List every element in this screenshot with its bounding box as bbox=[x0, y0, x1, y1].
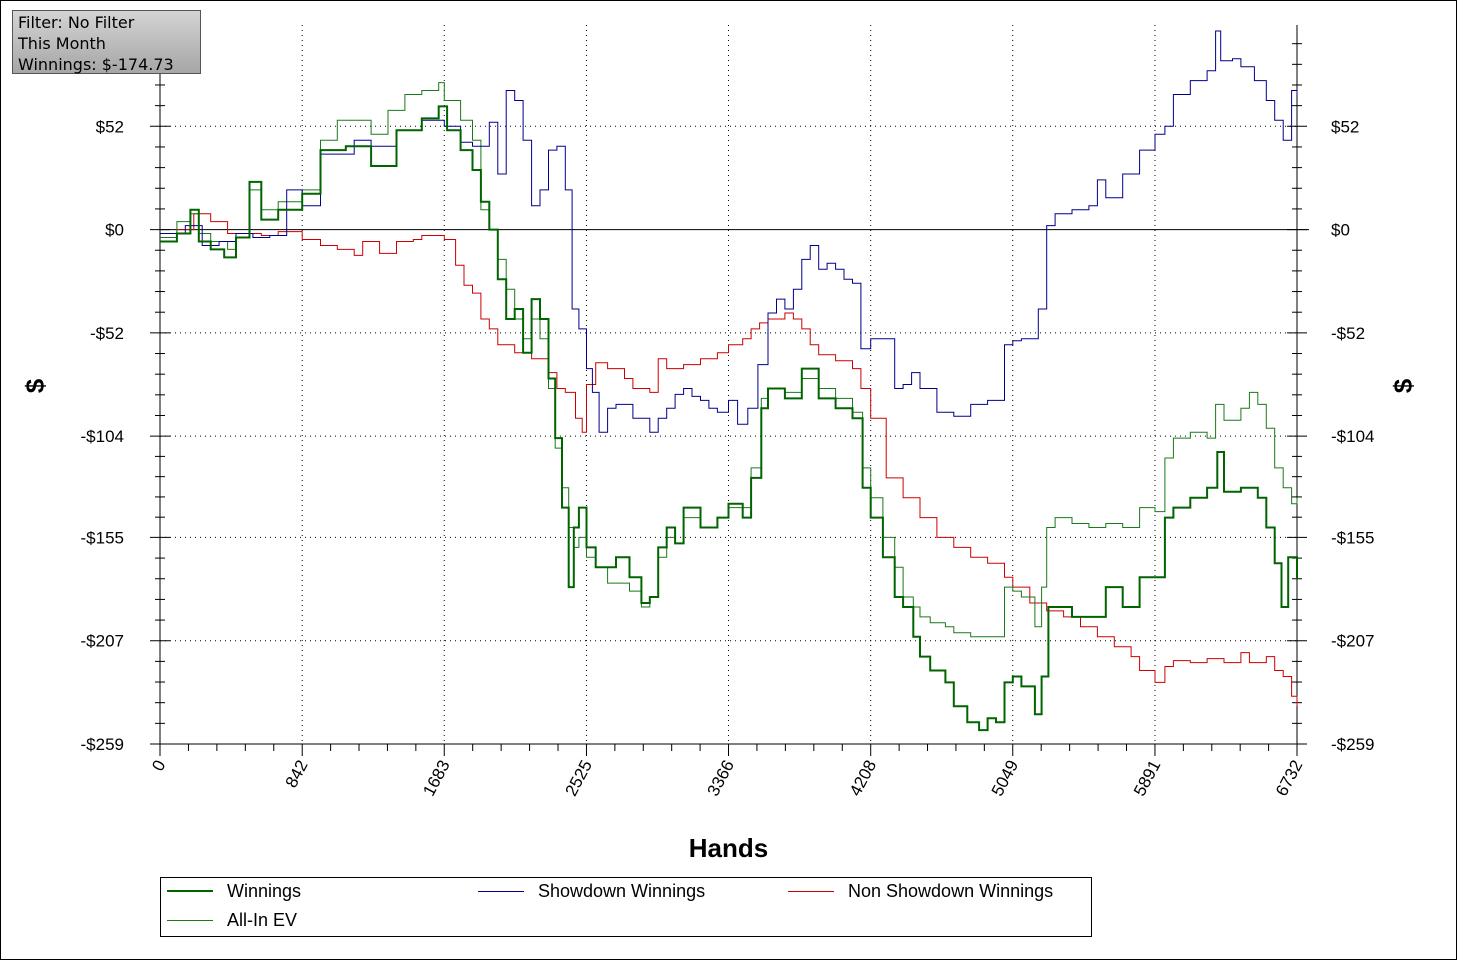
legend-item: Showdown Winnings bbox=[478, 878, 705, 904]
filter-info-box: Filter: No Filter This Month Winnings: $… bbox=[12, 10, 201, 74]
series-line-non-showdown-winnings bbox=[160, 213, 1298, 707]
x-tick-label: 5891 bbox=[1130, 757, 1165, 799]
legend-item: Non Showdown Winnings bbox=[788, 878, 1053, 904]
y-tick-label-right: -$155 bbox=[1331, 528, 1374, 547]
y-tick-label-right: -$207 bbox=[1331, 632, 1374, 651]
y-tick-label-left: $52 bbox=[96, 117, 124, 136]
y-axis-title-right: $ bbox=[1388, 378, 1418, 393]
axes bbox=[150, 25, 1309, 756]
series-line-showdown-winnings bbox=[160, 30, 1298, 433]
y-tick-label-left: -$52 bbox=[90, 324, 124, 343]
y-tick-label-left: -$104 bbox=[81, 427, 124, 446]
y-tick-label-left: $0 bbox=[105, 221, 124, 240]
y-tick-label-right: $0 bbox=[1331, 221, 1350, 240]
y-tick-label-left: -$259 bbox=[81, 735, 124, 754]
y-tick-label-right: $52 bbox=[1331, 117, 1359, 136]
y-tick-label-right: -$52 bbox=[1331, 324, 1365, 343]
series-line-winnings bbox=[160, 105, 1298, 732]
y-tick-label-right: -$259 bbox=[1331, 735, 1374, 754]
period-text: This Month bbox=[18, 34, 106, 53]
y-tick-label-right: -$104 bbox=[1331, 427, 1374, 446]
x-axis-title: Hands bbox=[689, 833, 768, 863]
x-tick-label: 2525 bbox=[561, 757, 596, 799]
legend-swatch bbox=[478, 890, 524, 892]
y-tick-label-left: -$207 bbox=[81, 632, 124, 651]
x-tick-label: 842 bbox=[282, 757, 312, 791]
filter-text: Filter: No Filter bbox=[18, 13, 135, 32]
series-lines bbox=[160, 30, 1298, 732]
legend-label: All-In EV bbox=[227, 909, 298, 930]
x-tick-label: 0 bbox=[148, 757, 169, 774]
x-tick-label: 6732 bbox=[1272, 757, 1307, 799]
x-tick-label: 3366 bbox=[703, 757, 738, 799]
legend-item: Winnings bbox=[167, 878, 301, 904]
winnings-total: Winnings: $-174.73 bbox=[18, 55, 174, 74]
legend-label: Non Showdown Winnings bbox=[848, 880, 1054, 901]
legend-swatch bbox=[167, 890, 213, 892]
grid bbox=[160, 25, 1297, 744]
y-axis-title-left: $ bbox=[20, 378, 50, 393]
legend-swatch bbox=[788, 890, 834, 892]
legend-swatch bbox=[167, 919, 213, 921]
chart-legend: Winnings Showdown Winnings Non Showdown Wi… bbox=[160, 877, 1092, 937]
x-tick-label: 4208 bbox=[846, 757, 881, 799]
legend-item: All-In EV bbox=[167, 907, 297, 933]
y-tick-label-left: -$155 bbox=[81, 528, 124, 547]
x-tick-label: 1683 bbox=[419, 757, 454, 799]
x-tick-label: 5049 bbox=[988, 757, 1023, 799]
legend-label: Winnings bbox=[227, 880, 302, 901]
legend-label: Showdown Winnings bbox=[538, 880, 706, 901]
